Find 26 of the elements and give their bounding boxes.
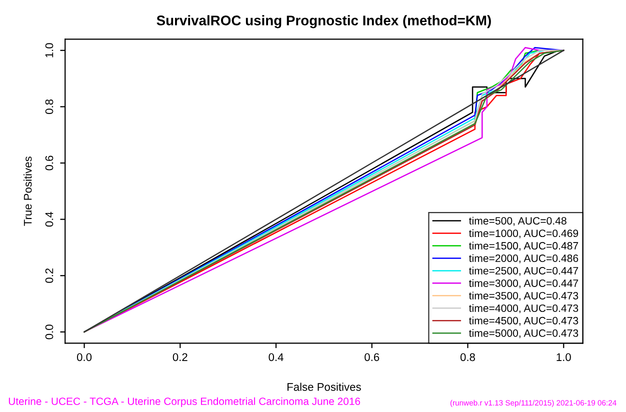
y-tick-label: 1.0: [45, 43, 54, 58]
legend-label: time=1500, AUC=0.487: [469, 242, 578, 251]
legend-label: time=4000, AUC=0.473: [469, 304, 578, 314]
legend-label: time=1000, AUC=0.469: [469, 229, 578, 238]
x-tick-label: 0.6: [364, 353, 380, 362]
x-tick-label: 1.0: [556, 353, 571, 362]
x-tick-label: 0.2: [172, 353, 188, 362]
legend-label: time=500, AUC=0.48: [469, 216, 566, 226]
x-axis-title: False Positives: [288, 382, 361, 391]
chart-title: SurvivalROC using Prognostic Index (method=KM): [156, 15, 491, 28]
text: Uterine - UCEC - TCGA - Uterine Corpus Endometrial Carcinoma June 2016: [8, 397, 360, 408]
x-tick-label: 0.8: [460, 353, 475, 362]
legend-label: time=5000, AUC=0.473: [469, 329, 578, 338]
legend-label: time=4500, AUC=0.473: [469, 316, 578, 326]
y-tick-label: 0.8: [45, 99, 54, 114]
x-tick-label: 0.0: [76, 353, 92, 362]
y-axis-title: True Positives: [24, 156, 32, 226]
y-tick-label: 0.2: [45, 268, 54, 283]
legend-label: time=2500, AUC=0.447: [469, 266, 578, 276]
y-tick-label: 0.0: [45, 324, 54, 340]
y-tick-label: 0.4: [45, 212, 54, 227]
x-tick-label: 0.4: [268, 353, 284, 362]
legend-label: time=3500, AUC=0.473: [469, 292, 578, 301]
y-tick-label: 0.6: [45, 156, 54, 170]
legend-label: time=3000, AUC=0.447: [469, 279, 578, 288]
legend-label: time=2000, AUC=0.486: [469, 254, 578, 264]
